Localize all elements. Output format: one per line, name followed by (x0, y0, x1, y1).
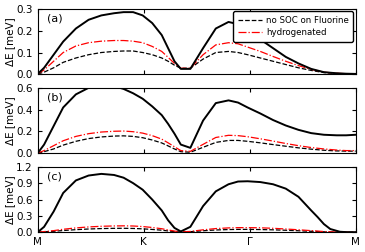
Y-axis label: ΔE [meV]: ΔE [meV] (5, 175, 15, 224)
Text: (a): (a) (47, 13, 63, 23)
Y-axis label: ΔE [meV]: ΔE [meV] (5, 17, 15, 66)
Legend: no SOC on Fluorine, hydrogenated: no SOC on Fluorine, hydrogenated (233, 11, 353, 42)
Text: (b): (b) (47, 92, 63, 102)
Y-axis label: ΔE [meV]: ΔE [meV] (5, 96, 15, 145)
Text: (c): (c) (47, 171, 62, 181)
